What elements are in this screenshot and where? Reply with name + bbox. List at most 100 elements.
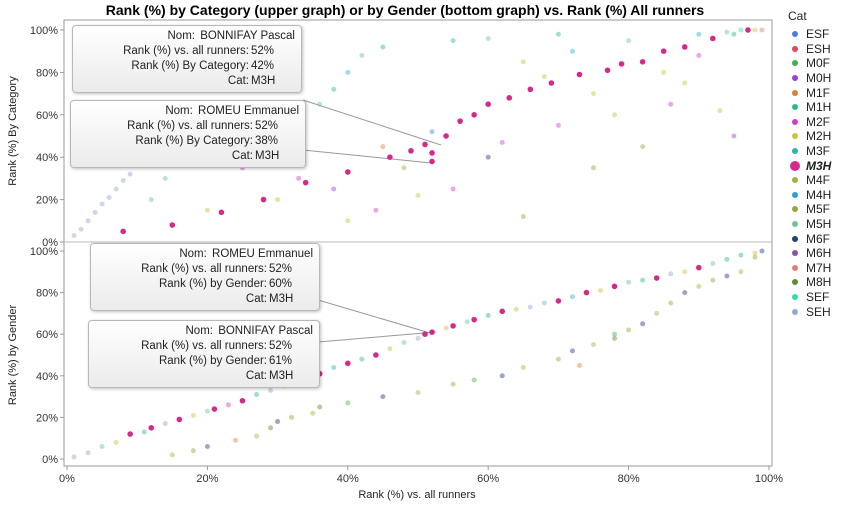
data-point-m3h[interactable] <box>576 71 583 78</box>
data-point-m3h[interactable] <box>696 264 702 271</box>
data-point-m1f[interactable] <box>232 437 238 443</box>
data-point-seh[interactable] <box>162 421 168 427</box>
data-point-m3h[interactable] <box>611 283 618 290</box>
data-point-seh[interactable] <box>527 304 533 310</box>
data-point-m1h[interactable] <box>254 392 260 398</box>
data-point-m1h[interactable] <box>359 356 365 362</box>
data-point-m2h[interactable] <box>541 74 547 80</box>
legend-item-m4h[interactable]: M4H <box>788 188 831 203</box>
legend-item-m0h[interactable]: M0H <box>788 71 831 86</box>
data-point-m4f[interactable] <box>520 364 526 370</box>
legend-item-m5h[interactable]: M5H <box>788 217 831 232</box>
legend-item-m2f[interactable]: M2F <box>788 115 831 130</box>
data-point-m5f[interactable] <box>555 356 561 362</box>
data-point-m2h[interactable] <box>345 218 351 224</box>
data-point-seh[interactable] <box>127 171 133 177</box>
data-point-m3h[interactable] <box>745 27 751 33</box>
data-point-m4f[interactable] <box>254 433 260 439</box>
data-point-m3f[interactable] <box>450 38 456 44</box>
legend-item-m4f[interactable]: M4F <box>788 173 831 188</box>
data-point-seh[interactable] <box>668 271 674 277</box>
legend-item-m1h[interactable]: M1H <box>788 100 831 115</box>
data-point-m2f[interactable] <box>499 139 505 145</box>
data-point-m3h[interactable] <box>422 141 428 148</box>
data-point-m3f[interactable] <box>696 31 702 37</box>
data-point-m2f[interactable] <box>555 122 561 128</box>
data-point-m3h[interactable] <box>499 308 506 315</box>
data-point-m3f[interactable] <box>345 69 351 75</box>
data-point-m5h[interactable] <box>162 175 168 181</box>
data-point-m5f[interactable] <box>626 327 632 333</box>
data-point-m5h[interactable] <box>626 38 632 44</box>
data-point-m3h[interactable] <box>387 154 393 160</box>
data-point-m5f[interactable] <box>591 165 596 171</box>
data-point-m1h[interactable] <box>141 429 147 435</box>
data-point-m1h[interactable] <box>380 44 386 50</box>
data-point-seh[interactable] <box>99 201 105 207</box>
data-point-m0h[interactable] <box>331 186 337 192</box>
data-point-m5f[interactable] <box>520 214 526 220</box>
data-point-m8h[interactable] <box>268 425 274 431</box>
data-point-m6f[interactable] <box>499 373 505 379</box>
data-point-m3h[interactable] <box>618 61 625 67</box>
data-point-m5f[interactable] <box>752 254 758 260</box>
data-point-m3h[interactable] <box>450 323 456 329</box>
data-point-m3f[interactable] <box>569 48 575 54</box>
data-point-m3h[interactable] <box>485 101 492 107</box>
data-point-m2h[interactable] <box>513 306 519 312</box>
data-point-m6f[interactable] <box>485 154 491 160</box>
data-point-m1f[interactable] <box>576 362 582 368</box>
data-point-m5h[interactable] <box>724 29 730 35</box>
data-point-m3h[interactable] <box>527 86 534 93</box>
data-point-m5h[interactable] <box>464 319 470 325</box>
data-point-m2f[interactable] <box>225 402 231 408</box>
data-point-m1h[interactable] <box>331 86 337 92</box>
data-point-m0f[interactable] <box>345 400 351 406</box>
data-point-m8h[interactable] <box>317 404 323 410</box>
data-point-m2h[interactable] <box>682 269 688 275</box>
legend-item-m3f[interactable]: M3F <box>788 144 831 159</box>
data-point-seh[interactable] <box>85 218 91 224</box>
data-point-seh[interactable] <box>71 233 77 239</box>
data-point-m2h[interactable] <box>591 91 596 97</box>
data-point-m2h[interactable] <box>598 288 604 294</box>
data-point-m6f[interactable] <box>682 290 688 296</box>
data-point-m3h[interactable] <box>681 44 688 50</box>
data-point-m2h[interactable] <box>387 346 393 352</box>
data-point-m6f[interactable] <box>724 273 730 279</box>
data-point-m4f[interactable] <box>696 283 702 289</box>
data-point-m8h[interactable] <box>612 335 618 341</box>
data-point-m3h[interactable] <box>211 406 218 412</box>
data-point-m2h[interactable] <box>752 27 758 33</box>
data-point-m3h[interactable] <box>408 148 414 154</box>
data-point-m5h[interactable] <box>317 101 323 107</box>
data-point-m2h[interactable] <box>443 325 449 331</box>
data-point-m0f[interactable] <box>612 331 618 337</box>
data-point-m1f[interactable] <box>380 144 386 150</box>
data-point-m2f[interactable] <box>696 52 702 58</box>
data-point-m3f[interactable] <box>724 256 730 262</box>
data-point-m5f[interactable] <box>640 144 646 150</box>
data-point-m5f[interactable] <box>710 277 716 283</box>
data-point-m3h[interactable] <box>373 352 379 358</box>
data-point-m2h[interactable] <box>190 412 196 418</box>
data-point-m1h[interactable] <box>485 312 491 318</box>
data-point-m2h[interactable] <box>752 250 758 256</box>
data-point-m3h[interactable] <box>218 209 225 216</box>
data-point-m3h[interactable] <box>710 35 716 42</box>
data-point-m4f[interactable] <box>591 342 596 348</box>
legend-item-m3h[interactable]: M3H <box>788 158 831 173</box>
data-point-seh[interactable] <box>415 335 421 341</box>
data-point-m2h[interactable] <box>661 69 667 75</box>
data-point-seh[interactable] <box>92 209 98 215</box>
data-point-m1h[interactable] <box>738 252 744 258</box>
legend-item-sef[interactable]: SEF <box>788 290 831 305</box>
data-point-m3h[interactable] <box>148 425 155 431</box>
data-point-m6f[interactable] <box>569 348 575 354</box>
legend-item-m2h[interactable]: M2H <box>788 129 831 144</box>
data-point-m1h[interactable] <box>731 31 737 37</box>
data-point-m3h[interactable] <box>176 416 183 423</box>
data-point-seh[interactable] <box>268 387 274 393</box>
data-point-m4f[interactable] <box>169 452 175 458</box>
data-point-m5h[interactable] <box>541 300 547 306</box>
